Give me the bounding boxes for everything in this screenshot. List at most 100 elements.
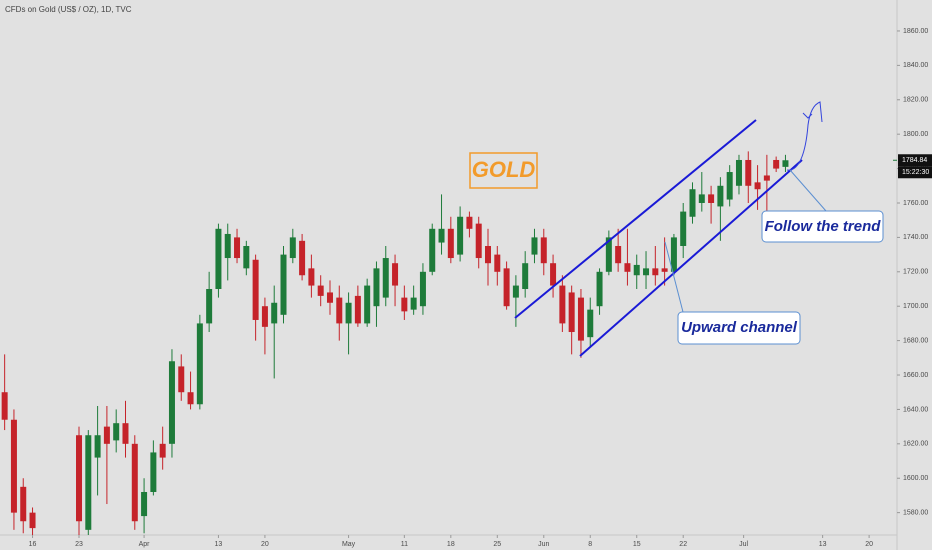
candle-body [243, 245, 250, 269]
x-tick-label: 13 [819, 541, 827, 548]
candle-body [354, 295, 361, 324]
callout-text: Follow the trend [765, 218, 882, 235]
candle-body [503, 268, 510, 307]
candle-body [726, 172, 733, 200]
candle-body [168, 361, 175, 444]
candle-body [131, 443, 138, 522]
x-tick-label: 8 [588, 541, 592, 548]
candle-body [224, 233, 231, 259]
candle-body [466, 216, 473, 229]
candle-body [326, 292, 333, 303]
x-tick-label: 23 [75, 541, 83, 548]
y-tick-label: 1620.00 [903, 441, 928, 448]
candle-body [587, 309, 594, 338]
candle-body [206, 289, 213, 324]
candle-body [624, 263, 631, 272]
candle-body [717, 185, 724, 207]
candle-body [447, 228, 454, 259]
candle-body [271, 302, 278, 324]
candle-body [494, 254, 501, 272]
candle-body [522, 263, 529, 290]
candle-body [261, 306, 268, 327]
x-tick-label: Apr [139, 541, 151, 548]
channel-upper [514, 119, 757, 319]
candle-body [94, 435, 101, 458]
candle-body [680, 211, 687, 246]
candle-body [85, 435, 92, 530]
callout-pointer [789, 169, 827, 212]
candle-body [289, 237, 296, 259]
last-price-label: 1784.84 [902, 157, 927, 164]
candle-body [550, 263, 557, 286]
x-tick-label: 20 [261, 541, 269, 548]
candle-body [559, 285, 566, 324]
candle-body [596, 271, 603, 307]
x-tick-label: Jul [739, 541, 748, 548]
candle-body [308, 268, 315, 286]
candle-body [113, 423, 120, 441]
y-tick-label: 1860.00 [903, 28, 928, 35]
candle-body [10, 419, 17, 513]
candle-body [29, 512, 36, 529]
candle-body [187, 392, 194, 405]
candle-body [159, 443, 166, 458]
candle-body [661, 268, 668, 272]
candle-body [652, 268, 659, 276]
x-tick-label: 11 [401, 541, 408, 548]
candle-body [633, 264, 640, 276]
candle-body [392, 263, 399, 286]
x-tick-label: Jun [538, 541, 549, 548]
candle-body [141, 491, 148, 517]
candle-body [122, 423, 129, 444]
chart-header: CFDs on Gold (US$ / OZ), 1D, TVC [5, 5, 132, 14]
channel-lower [579, 159, 803, 357]
y-tick-label: 1640.00 [903, 406, 928, 413]
candle-body [568, 292, 575, 333]
candle-body [317, 285, 324, 296]
candle-body [252, 259, 259, 320]
candle-body [754, 182, 761, 190]
candle-body [457, 216, 464, 255]
y-tick-label: 1580.00 [903, 509, 928, 516]
candle-body [401, 297, 408, 312]
candle-body [336, 297, 343, 324]
candle-body [215, 228, 222, 290]
last-price-tag [898, 154, 932, 167]
countdown-label: 15:22:30 [902, 169, 929, 176]
x-tick-label: 13 [215, 541, 223, 548]
y-tick-label: 1820.00 [903, 97, 928, 104]
y-tick-label: 1840.00 [903, 62, 928, 69]
candle-body [280, 254, 287, 315]
candle-body [577, 297, 584, 341]
x-tick-label: May [342, 541, 356, 548]
arrow-head [802, 112, 813, 119]
candle-body [531, 237, 538, 255]
candle-body [364, 285, 371, 324]
gold-box [469, 152, 538, 189]
candle-body [103, 426, 110, 444]
gold-label: GOLD [472, 157, 536, 182]
candle-body [299, 240, 306, 276]
y-tick-label: 1700.00 [903, 303, 928, 310]
candle-body [605, 237, 612, 272]
x-tick-label: 20 [865, 541, 873, 548]
candle-body [196, 323, 203, 405]
x-tick-label: 15 [633, 541, 641, 548]
x-tick-label: 25 [493, 541, 501, 548]
y-tick-label: 1600.00 [903, 475, 928, 482]
y-tick-label: 1680.00 [903, 337, 928, 344]
candle-body [20, 486, 27, 522]
y-tick-label: 1720.00 [903, 269, 928, 276]
countdown-tag [898, 166, 932, 179]
candle-body [615, 245, 622, 264]
candle-body [373, 268, 380, 307]
candle-body [1, 392, 8, 420]
projection-arrow [786, 101, 823, 171]
x-tick-label: 16 [29, 541, 37, 548]
candle-body [735, 159, 742, 186]
candle-body [512, 285, 519, 298]
candle-body [745, 159, 752, 186]
y-tick-label: 1660.00 [903, 372, 928, 379]
